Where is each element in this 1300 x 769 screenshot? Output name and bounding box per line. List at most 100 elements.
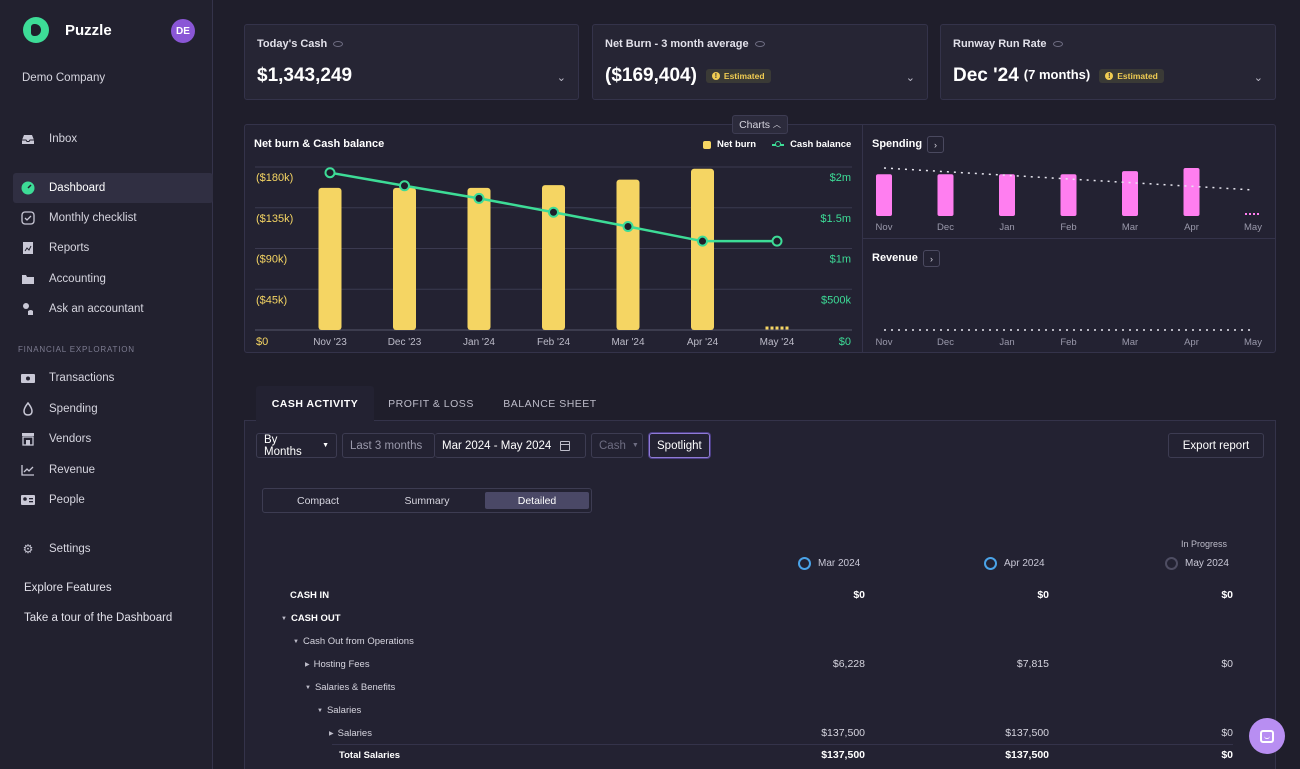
eye-icon[interactable] bbox=[333, 41, 344, 47]
explore-features-link[interactable]: Explore Features bbox=[24, 582, 112, 594]
spending-expand-button[interactable]: › bbox=[927, 136, 944, 153]
card-title: Runway Run Rate bbox=[953, 38, 1063, 50]
dashboard-tour-link[interactable]: Take a tour of the Dashboard bbox=[24, 612, 173, 624]
section-label: FINANCIAL EXPLORATION bbox=[18, 345, 135, 354]
net-burn-bar bbox=[616, 179, 640, 330]
net-burn-card[interactable]: Net Burn - 3 month average ($169,404) ! E… bbox=[592, 24, 928, 100]
revenue-x-label: Apr bbox=[1184, 337, 1199, 348]
row-label-text: CASH OUT bbox=[290, 613, 341, 624]
chevron-down-icon[interactable]: ⌄ bbox=[556, 72, 566, 84]
last-3-months-button[interactable]: Last 3 months bbox=[342, 433, 435, 458]
cash-select[interactable]: Cash ▼ bbox=[591, 433, 643, 458]
runway-value: Dec '24 bbox=[953, 65, 1019, 86]
spending-x-label: Jan bbox=[999, 222, 1014, 233]
sidebar-item-settings[interactable]: ⚙ Settings bbox=[13, 534, 213, 564]
sidebar-item-dashboard[interactable]: Dashboard bbox=[13, 173, 213, 203]
tab-balance-sheet[interactable]: BALANCE SHEET bbox=[503, 397, 597, 410]
runway-card[interactable]: Runway Run Rate Dec '24 (7 months) ! Esti… bbox=[940, 24, 1276, 100]
y-tick-left: ($45k) bbox=[256, 294, 287, 306]
chat-support-button[interactable] bbox=[1249, 718, 1285, 754]
row-cash-out[interactable]: ▼ CASH OUT bbox=[281, 613, 341, 624]
view-compact[interactable]: Compact bbox=[296, 494, 339, 507]
sidebar-item-reports[interactable]: Reports bbox=[13, 233, 213, 263]
charts-toggle-button[interactable]: Charts ︿ bbox=[732, 115, 788, 134]
net-burn-bar bbox=[467, 187, 491, 330]
card-value: Dec '24 (7 months) ! Estimated bbox=[953, 65, 1164, 87]
sidebar-item-spending[interactable]: Spending bbox=[13, 394, 213, 424]
activity-tabs bbox=[244, 378, 1276, 421]
sidebar-item-revenue[interactable]: Revenue bbox=[13, 455, 213, 485]
accounting-icon bbox=[20, 271, 36, 287]
period-select[interactable]: By Months ▼ bbox=[256, 433, 337, 458]
todays-cash-card[interactable]: Today's Cash $1,343,249 ⌄ bbox=[244, 24, 579, 100]
spending-x-label: Feb bbox=[1060, 222, 1076, 233]
caret-down-icon: ▼ bbox=[631, 442, 639, 449]
spending-x-label: Nov bbox=[876, 222, 893, 233]
sidebar-item-accounting[interactable]: Accounting bbox=[13, 264, 213, 294]
x-tick-label: Dec '23 bbox=[388, 337, 422, 348]
sidebar-item-label: Transactions bbox=[49, 372, 115, 384]
net-burn-bar bbox=[318, 187, 342, 330]
row-salaries-group[interactable]: ▼ Salaries bbox=[317, 705, 361, 716]
revenue-chart-title: Revenue bbox=[872, 252, 918, 264]
revenue-expand-button[interactable]: › bbox=[923, 250, 940, 267]
cash-balance-point bbox=[771, 235, 783, 247]
x-tick-label: Apr '24 bbox=[687, 337, 719, 348]
eye-icon[interactable] bbox=[1052, 41, 1063, 47]
brand-name: Puzzle bbox=[65, 21, 112, 39]
main-chart-legend: Net burn Cash balance bbox=[703, 139, 851, 150]
chart-divider bbox=[862, 125, 863, 352]
inbox-icon bbox=[20, 131, 36, 147]
y-tick-right: $0 bbox=[839, 336, 851, 348]
cash-balance-point bbox=[548, 206, 559, 218]
row-hosting-fees[interactable]: ▶ Hosting Fees bbox=[305, 659, 370, 670]
avatar[interactable]: DE bbox=[171, 19, 195, 43]
status-ring-icon bbox=[798, 557, 811, 570]
sidebar-item-ask-accountant[interactable]: Ask an accountant bbox=[13, 294, 213, 324]
sidebar-item-label: Vendors bbox=[49, 433, 92, 445]
row-total-salaries: Total Salaries bbox=[339, 750, 401, 761]
sidebar-item-people[interactable]: People bbox=[13, 485, 213, 515]
sidebar-item-vendors[interactable]: Vendors bbox=[13, 424, 213, 454]
sidebar-item-monthly-checklist[interactable]: Monthly checklist bbox=[13, 203, 213, 233]
chevron-down-icon[interactable]: ⌄ bbox=[1253, 72, 1263, 84]
view-summary[interactable]: Summary bbox=[404, 494, 450, 507]
row-salaries[interactable]: ▶ Salaries bbox=[329, 728, 372, 739]
net-burn-bar bbox=[691, 168, 714, 330]
y-tick-right: $2m bbox=[830, 172, 851, 184]
brand[interactable]: Puzzle bbox=[23, 17, 112, 43]
tab-profit-loss[interactable]: PROFIT & LOSS bbox=[388, 397, 474, 410]
chart-divider bbox=[863, 238, 1275, 239]
revenue-x-label: May bbox=[1244, 337, 1262, 348]
export-report-button[interactable]: Export report bbox=[1168, 433, 1264, 458]
view-detailed[interactable]: Detailed bbox=[485, 492, 589, 509]
checklist-icon bbox=[20, 210, 36, 226]
spending-x-label: May bbox=[1244, 222, 1262, 233]
sidebar-item-transactions[interactable]: Transactions bbox=[13, 363, 213, 393]
spotlight-button[interactable]: Spotlight bbox=[649, 433, 710, 458]
caret-right-icon: ▶ bbox=[329, 731, 334, 737]
spending-x-label: Mar bbox=[1122, 222, 1138, 233]
chevron-down-icon[interactable]: ⌄ bbox=[905, 72, 915, 84]
sidebar-item-inbox[interactable]: Inbox bbox=[13, 124, 213, 154]
row-salaries-benefits[interactable]: ▼ Salaries & Benefits bbox=[305, 682, 395, 693]
sidebar-item-label: Spending bbox=[49, 403, 98, 415]
eye-icon[interactable] bbox=[754, 41, 765, 47]
row-value: $6,228 bbox=[832, 658, 865, 670]
date-range-picker[interactable]: Mar 2024 - May 2024 bbox=[435, 433, 586, 458]
row-value: $0 bbox=[1221, 589, 1233, 601]
row-cash-in[interactable]: CASH IN bbox=[290, 590, 330, 601]
accountant-icon bbox=[20, 301, 36, 317]
x-tick-label: May '24 bbox=[760, 337, 795, 348]
row-cash-out-operations[interactable]: ▼ Cash Out from Operations bbox=[293, 636, 414, 647]
period-select-label: By Months bbox=[264, 433, 302, 458]
tab-cash-activity[interactable]: CASH ACTIVITY bbox=[256, 386, 374, 421]
sidebar-item-label: Settings bbox=[49, 543, 91, 555]
company-switcher[interactable]: Demo Company bbox=[22, 72, 106, 84]
sidebar-item-label: Accounting bbox=[49, 273, 106, 285]
spending-bar bbox=[1183, 168, 1200, 216]
cash-balance-point bbox=[473, 192, 485, 204]
cash-balance-point bbox=[622, 220, 634, 232]
chevron-up-icon: ︿ bbox=[772, 120, 781, 129]
legend-label: Net burn bbox=[717, 139, 757, 150]
